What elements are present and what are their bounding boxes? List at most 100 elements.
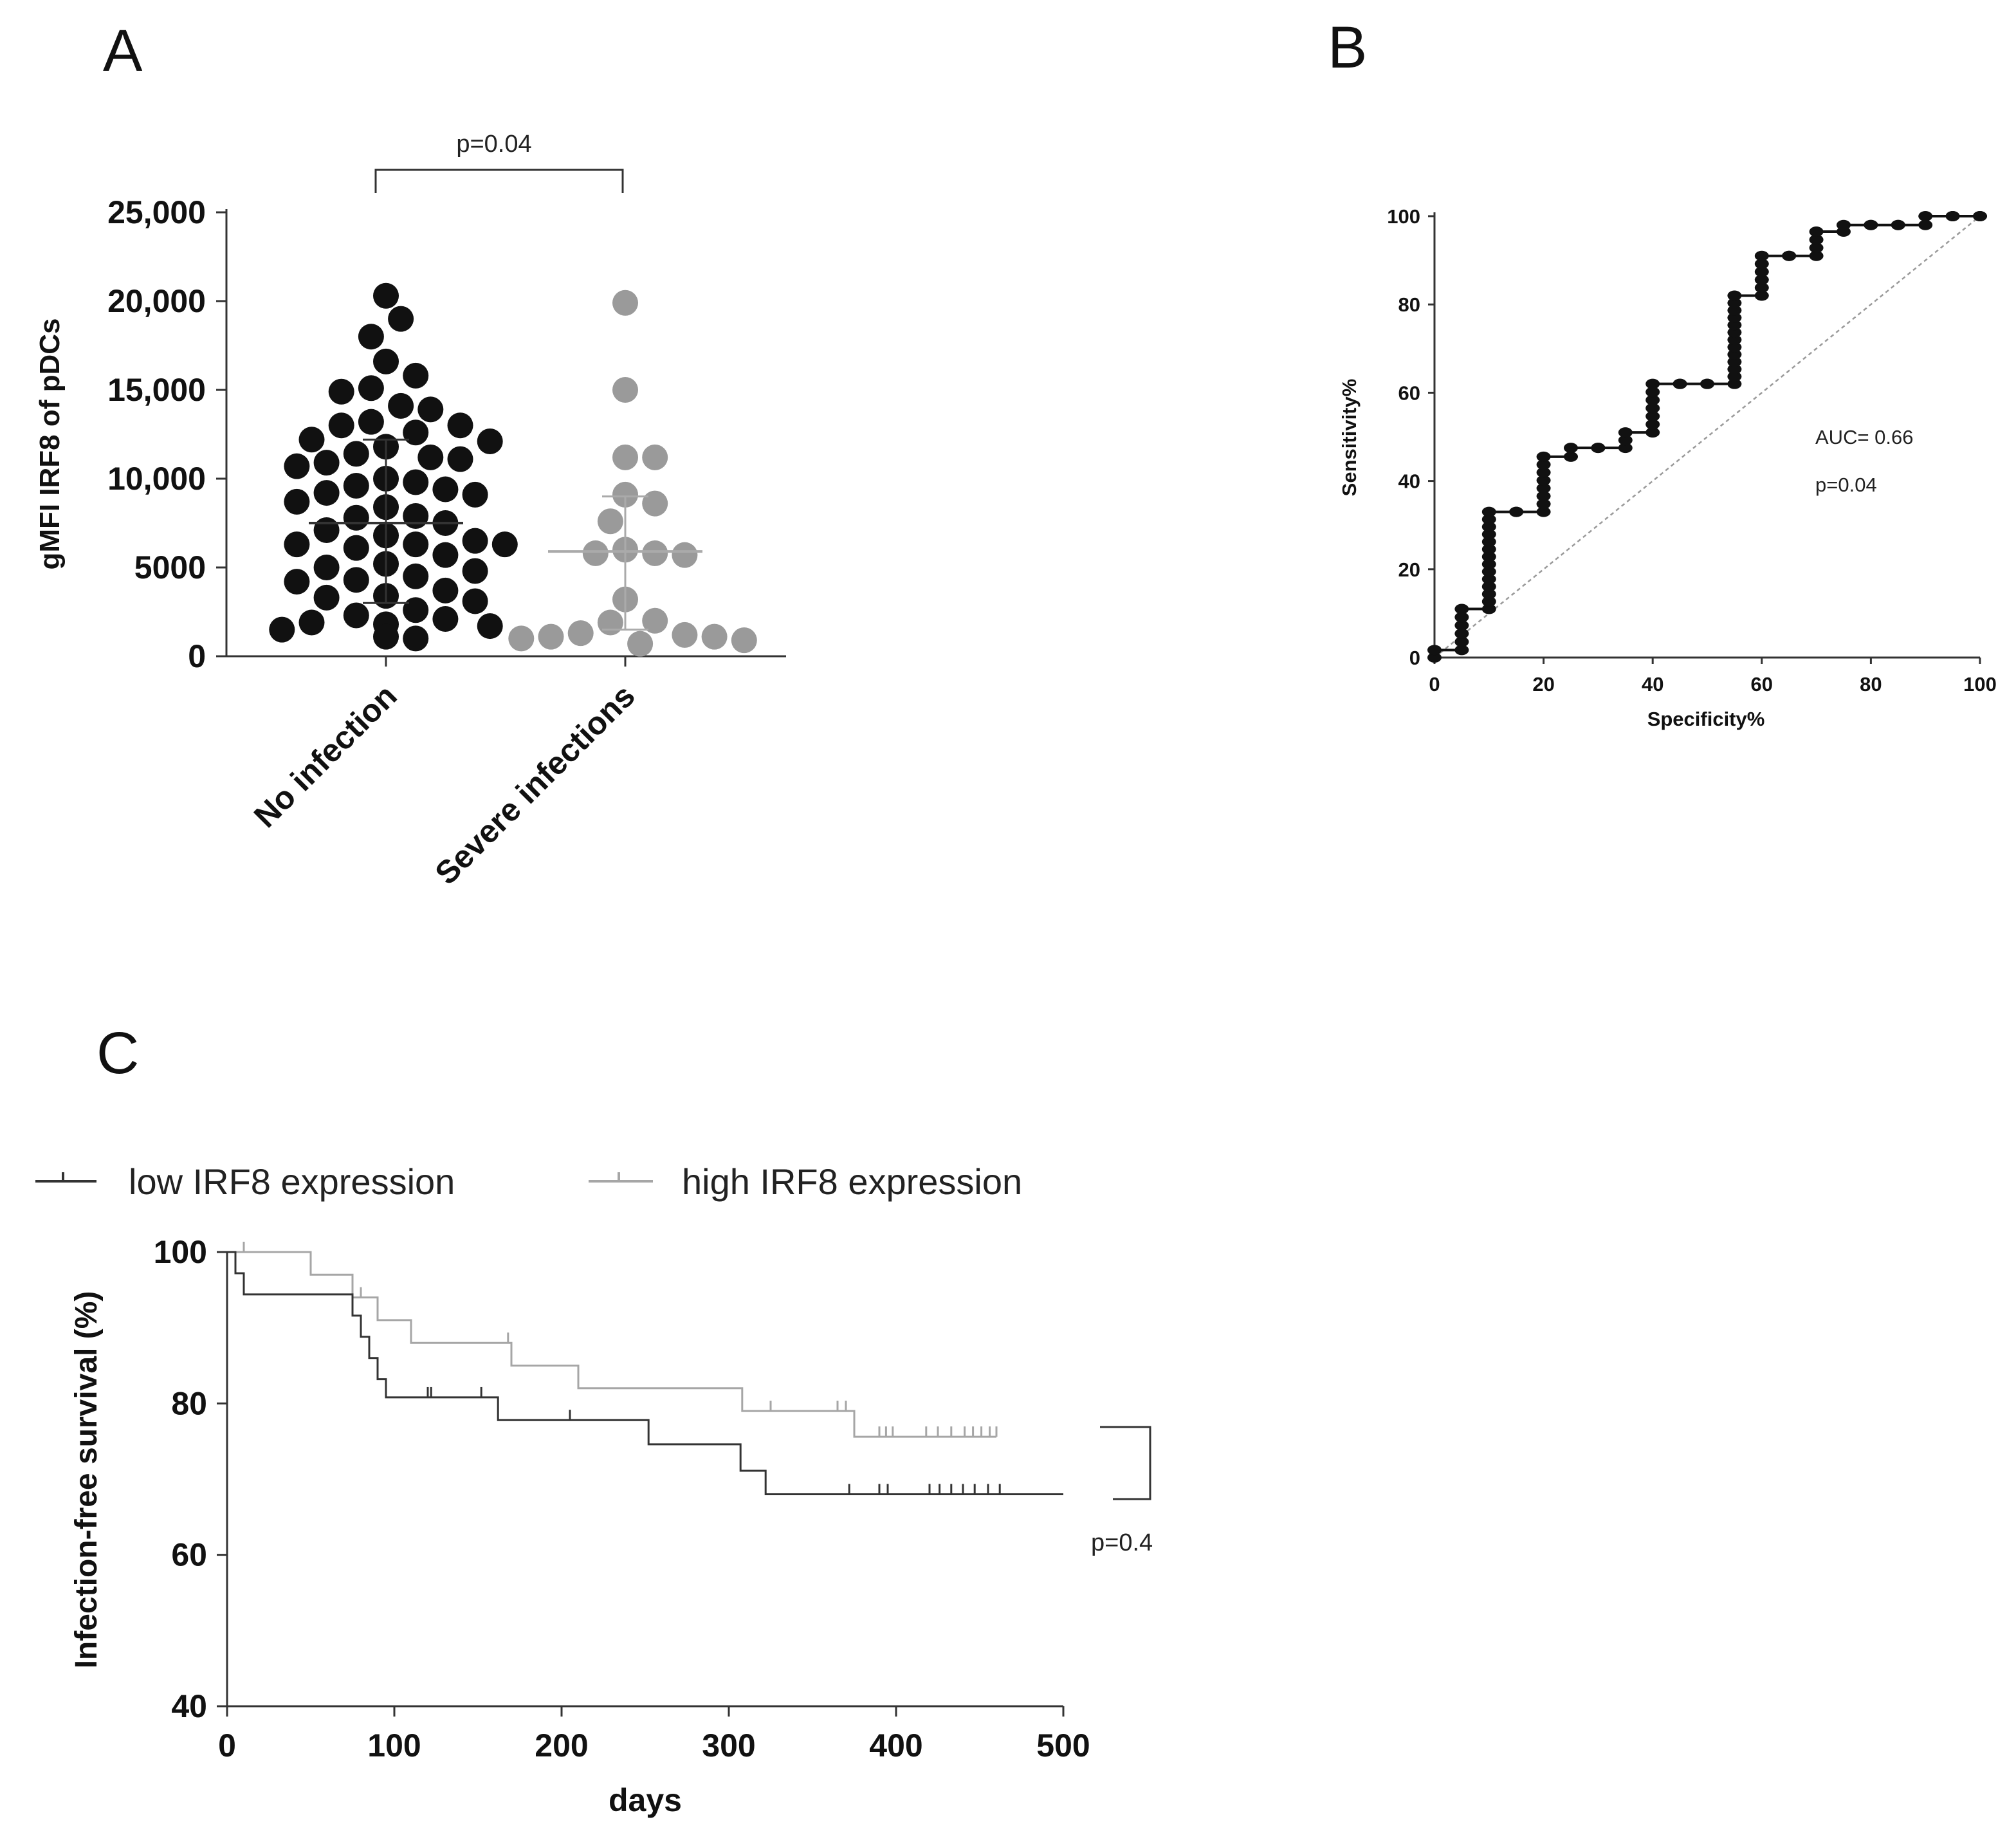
panel-b-x-ticks: 0 20 40 60 80 100	[1429, 658, 1997, 695]
data-point	[477, 428, 503, 455]
panel-a-y-ticks: 0 5000 10,000 15,000 20,000 25,000	[107, 194, 226, 674]
x-tick-label: 0	[218, 1727, 236, 1764]
roc-point	[1891, 219, 1905, 230]
roc-point	[1727, 305, 1742, 316]
y-tick-label: 20	[1398, 558, 1420, 581]
roc-point	[1564, 451, 1578, 462]
panel-c-p-value: p=0.4	[1091, 1529, 1153, 1556]
roc-point	[1727, 349, 1742, 360]
survival-curve-low-irf8	[227, 1251, 1063, 1496]
data-point	[313, 555, 340, 580]
x-tick-label: 500	[1036, 1727, 1090, 1764]
roc-point	[1481, 506, 1496, 517]
roc-point	[1454, 636, 1469, 647]
roc-point	[1700, 378, 1714, 389]
data-point	[462, 558, 488, 584]
y-tick-label: 25,000	[107, 194, 206, 230]
roc-point	[1754, 259, 1769, 270]
data-point	[328, 412, 354, 439]
x-tick-label: 20	[1532, 673, 1554, 695]
data-point	[447, 446, 473, 472]
category-label-no-infection: No infection	[247, 677, 404, 834]
panel-b-letter: B	[1328, 15, 1367, 80]
y-tick-label: 0	[1409, 647, 1420, 669]
panel-c: C low IRF8 expression high IRF8 expressi…	[35, 1020, 1153, 1818]
roc-point	[1809, 234, 1824, 245]
y-tick-label: 80	[171, 1385, 207, 1421]
roc-point	[1809, 250, 1824, 261]
data-point	[388, 306, 414, 332]
data-point	[612, 481, 638, 508]
data-point	[432, 606, 459, 632]
comparison-bracket-line	[1100, 1426, 1151, 1500]
panel-b-y-ticks: 0 20 40 60 80 100	[1387, 205, 1434, 669]
roc-point	[1509, 506, 1524, 517]
data-point	[462, 588, 488, 614]
roc-point	[1918, 211, 1933, 221]
significance-p-value: p=0.04	[456, 131, 531, 158]
roc-point	[1918, 219, 1933, 230]
bracket-line	[374, 169, 624, 193]
category-label-severe-infections: Severe infections	[428, 677, 641, 891]
survival-curve-high-irf8	[227, 1251, 996, 1438]
panel-b-x-axis-label: Specificity%	[1647, 708, 1765, 730]
roc-point	[1618, 443, 1633, 454]
comparison-bracket: p=0.4	[1091, 1426, 1153, 1556]
roc-point	[1536, 459, 1551, 470]
roc-point	[1727, 327, 1742, 338]
data-point	[343, 504, 369, 531]
y-tick-label: 10,000	[107, 461, 206, 497]
roc-point	[1427, 645, 1442, 656]
roc-point	[1837, 219, 1851, 230]
roc-point	[1618, 427, 1633, 438]
legend: low IRF8 expression high IRF8 expression	[35, 1161, 1022, 1202]
data-point	[373, 282, 399, 309]
data-point	[447, 412, 473, 439]
censor-marks-low-irf8	[426, 1386, 1001, 1495]
x-tick-label: 100	[1963, 673, 1997, 695]
roc-point	[1672, 378, 1687, 389]
y-tick-label: 60	[1398, 382, 1420, 404]
data-point	[388, 392, 414, 419]
roc-point	[1645, 403, 1660, 414]
y-tick-label: 80	[1398, 293, 1420, 316]
data-point	[462, 528, 488, 554]
data-point	[403, 419, 429, 446]
data-point	[313, 480, 340, 506]
roc-point	[1481, 521, 1496, 532]
panel-b: B Sensitivity% Specificity% 0 20 40 60 80 100…	[1328, 15, 1997, 730]
data-point	[642, 490, 668, 517]
roc-point	[1754, 282, 1769, 293]
data-point	[358, 409, 384, 435]
roc-point	[1564, 443, 1578, 454]
y-tick-label: 40	[171, 1688, 207, 1724]
roc-point	[1481, 558, 1496, 569]
data-point	[672, 542, 698, 568]
data-point	[403, 625, 429, 652]
roc-points	[1427, 211, 1987, 663]
data-point	[627, 631, 654, 657]
roc-point	[1481, 566, 1496, 577]
x-tick-label: 100	[367, 1727, 421, 1764]
data-point	[403, 563, 429, 589]
roc-point	[1727, 320, 1742, 331]
data-point	[403, 502, 429, 529]
data-point	[491, 531, 518, 558]
data-point	[612, 444, 638, 470]
roc-point	[1727, 290, 1742, 301]
data-point	[403, 362, 429, 389]
data-point	[597, 508, 623, 535]
roc-point	[1481, 514, 1496, 525]
roc-point	[1454, 628, 1469, 639]
roc-point	[1645, 427, 1660, 438]
roc-point	[1645, 419, 1660, 430]
roc-point	[1536, 499, 1551, 510]
data-point	[432, 476, 459, 502]
roc-point	[1481, 596, 1496, 607]
data-point	[403, 469, 429, 495]
y-tick-label: 5000	[134, 549, 206, 585]
panel-a-letter: A	[103, 18, 143, 84]
roc-point	[1727, 378, 1742, 389]
data-point	[567, 620, 594, 647]
data-point	[642, 444, 668, 470]
